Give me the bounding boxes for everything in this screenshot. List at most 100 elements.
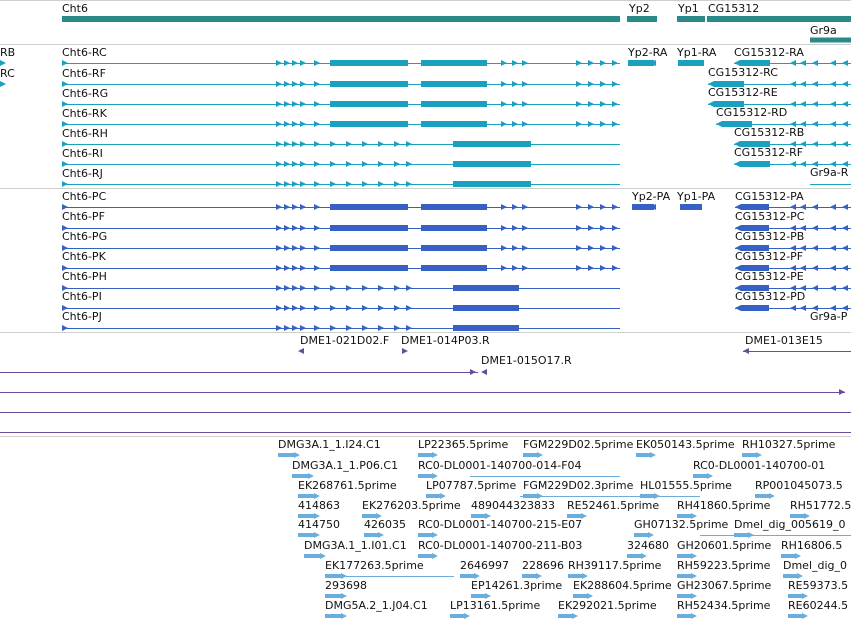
- transcript-label[interactable]: Cht6-RF: [62, 67, 106, 80]
- strand-arrow[interactable]: [406, 181, 412, 187]
- strand-arrow[interactable]: [600, 121, 606, 127]
- strand-arrow[interactable]: [800, 121, 806, 127]
- strand-arrow[interactable]: [576, 121, 582, 127]
- exon[interactable]: [740, 141, 770, 147]
- strand-arrow[interactable]: [800, 225, 806, 231]
- strand-arrow[interactable]: [790, 121, 796, 127]
- strand-arrow[interactable]: [346, 161, 352, 167]
- strand-arrow[interactable]: [812, 141, 818, 147]
- exon[interactable]: [453, 141, 531, 147]
- strand-arrow[interactable]: [0, 81, 6, 87]
- strand-arrow[interactable]: [735, 204, 741, 210]
- strand-arrow[interactable]: [812, 225, 818, 231]
- transcript-label[interactable]: Cht6-RC: [62, 46, 107, 59]
- protein-label[interactable]: CG15312-PE: [735, 270, 804, 283]
- strand-arrow[interactable]: [797, 573, 803, 579]
- strand-arrow[interactable]: [830, 60, 836, 66]
- est-label[interactable]: FGM229D02.5prime: [523, 438, 634, 451]
- exon[interactable]: [722, 121, 752, 127]
- exon[interactable]: [421, 60, 487, 66]
- strand-arrow[interactable]: [790, 285, 796, 291]
- strand-arrow[interactable]: [612, 204, 618, 210]
- clone-label[interactable]: DME1-015O17.R: [481, 354, 572, 367]
- strand-arrow[interactable]: [62, 161, 68, 167]
- strand-arrow[interactable]: [522, 225, 528, 231]
- est-segment[interactable]: [471, 514, 485, 518]
- strand-arrow[interactable]: [432, 553, 438, 559]
- strand-arrow[interactable]: [62, 225, 68, 231]
- strand-arrow[interactable]: [812, 305, 818, 311]
- strand-arrow[interactable]: [292, 60, 298, 66]
- gene-label-cht6[interactable]: Cht6: [62, 2, 88, 15]
- strand-arrow[interactable]: [800, 204, 806, 210]
- transcript-label[interactable]: CG15312-RE: [708, 86, 778, 99]
- protein-exon[interactable]: [741, 305, 769, 311]
- strand-arrow[interactable]: [330, 325, 336, 331]
- strand-arrow[interactable]: [300, 81, 306, 87]
- protein-label[interactable]: CG15312-PC: [735, 210, 805, 223]
- strand-arrow[interactable]: [406, 141, 412, 147]
- strand-arrow[interactable]: [612, 101, 618, 107]
- strand-arrow[interactable]: [600, 204, 606, 210]
- clone-arrow[interactable]: [402, 348, 408, 354]
- strand-arrow[interactable]: [284, 121, 290, 127]
- est-label[interactable]: RH16806.5: [781, 539, 843, 552]
- strand-arrow[interactable]: [512, 121, 518, 127]
- transcript-label[interactable]: Cht6-RI: [62, 147, 103, 160]
- strand-arrow[interactable]: [522, 245, 528, 251]
- strand-arrow[interactable]: [62, 305, 68, 311]
- exon[interactable]: [740, 60, 770, 66]
- strand-arrow[interactable]: [62, 60, 68, 66]
- exon[interactable]: [421, 81, 487, 87]
- transcript-label[interactable]: Cht6-RH: [62, 127, 108, 140]
- gene-bar-yp1[interactable]: [677, 16, 705, 22]
- strand-arrow[interactable]: [276, 181, 282, 187]
- strand-arrow[interactable]: [716, 121, 722, 127]
- strand-arrow[interactable]: [501, 204, 507, 210]
- strand-arrow[interactable]: [581, 513, 587, 519]
- strand-arrow[interactable]: [300, 305, 306, 311]
- est-segment[interactable]: [677, 614, 691, 618]
- strand-arrow[interactable]: [842, 141, 848, 147]
- est-segment[interactable]: [627, 554, 641, 558]
- strand-arrow[interactable]: [300, 161, 306, 167]
- exon[interactable]: [453, 161, 531, 167]
- transcript-label-partial-rb[interactable]: RB: [0, 46, 16, 59]
- strand-arrow[interactable]: [292, 225, 298, 231]
- protein-exon[interactable]: [421, 204, 487, 210]
- strand-arrow[interactable]: [735, 265, 741, 271]
- strand-arrow[interactable]: [330, 161, 336, 167]
- strand-arrow[interactable]: [735, 305, 741, 311]
- strand-arrow[interactable]: [588, 265, 594, 271]
- strand-arrow[interactable]: [734, 141, 740, 147]
- strand-arrow[interactable]: [464, 613, 470, 619]
- protein-label[interactable]: Cht6-PK: [62, 250, 106, 263]
- transcript-label[interactable]: CG15312-RD: [716, 106, 788, 119]
- est-segment[interactable]: [677, 574, 691, 578]
- strand-arrow[interactable]: [600, 81, 606, 87]
- strand-arrow[interactable]: [62, 285, 68, 291]
- strand-arrow[interactable]: [650, 60, 656, 66]
- strand-arrow[interactable]: [691, 613, 697, 619]
- strand-arrow[interactable]: [830, 161, 836, 167]
- est-label[interactable]: RC0-DL0001-140700-014-F04: [418, 459, 582, 472]
- est-segment[interactable]: [523, 453, 537, 457]
- strand-arrow[interactable]: [276, 121, 282, 127]
- strand-arrow[interactable]: [812, 204, 818, 210]
- transcript-label-partial-rc[interactable]: RC: [0, 67, 15, 80]
- strand-arrow[interactable]: [708, 81, 714, 87]
- strand-arrow[interactable]: [830, 121, 836, 127]
- strand-arrow[interactable]: [812, 101, 818, 107]
- strand-arrow[interactable]: [314, 325, 320, 331]
- protein-exon[interactable]: [330, 225, 408, 231]
- protein-label[interactable]: CG15312-PB: [735, 230, 805, 243]
- est-label[interactable]: 324680: [627, 539, 669, 552]
- strand-arrow[interactable]: [842, 225, 848, 231]
- strand-arrow[interactable]: [735, 285, 741, 291]
- strand-arrow[interactable]: [314, 285, 320, 291]
- strand-arrow[interactable]: [512, 265, 518, 271]
- strand-arrow[interactable]: [284, 225, 290, 231]
- exon[interactable]: [330, 60, 408, 66]
- est-segment[interactable]: [471, 594, 485, 598]
